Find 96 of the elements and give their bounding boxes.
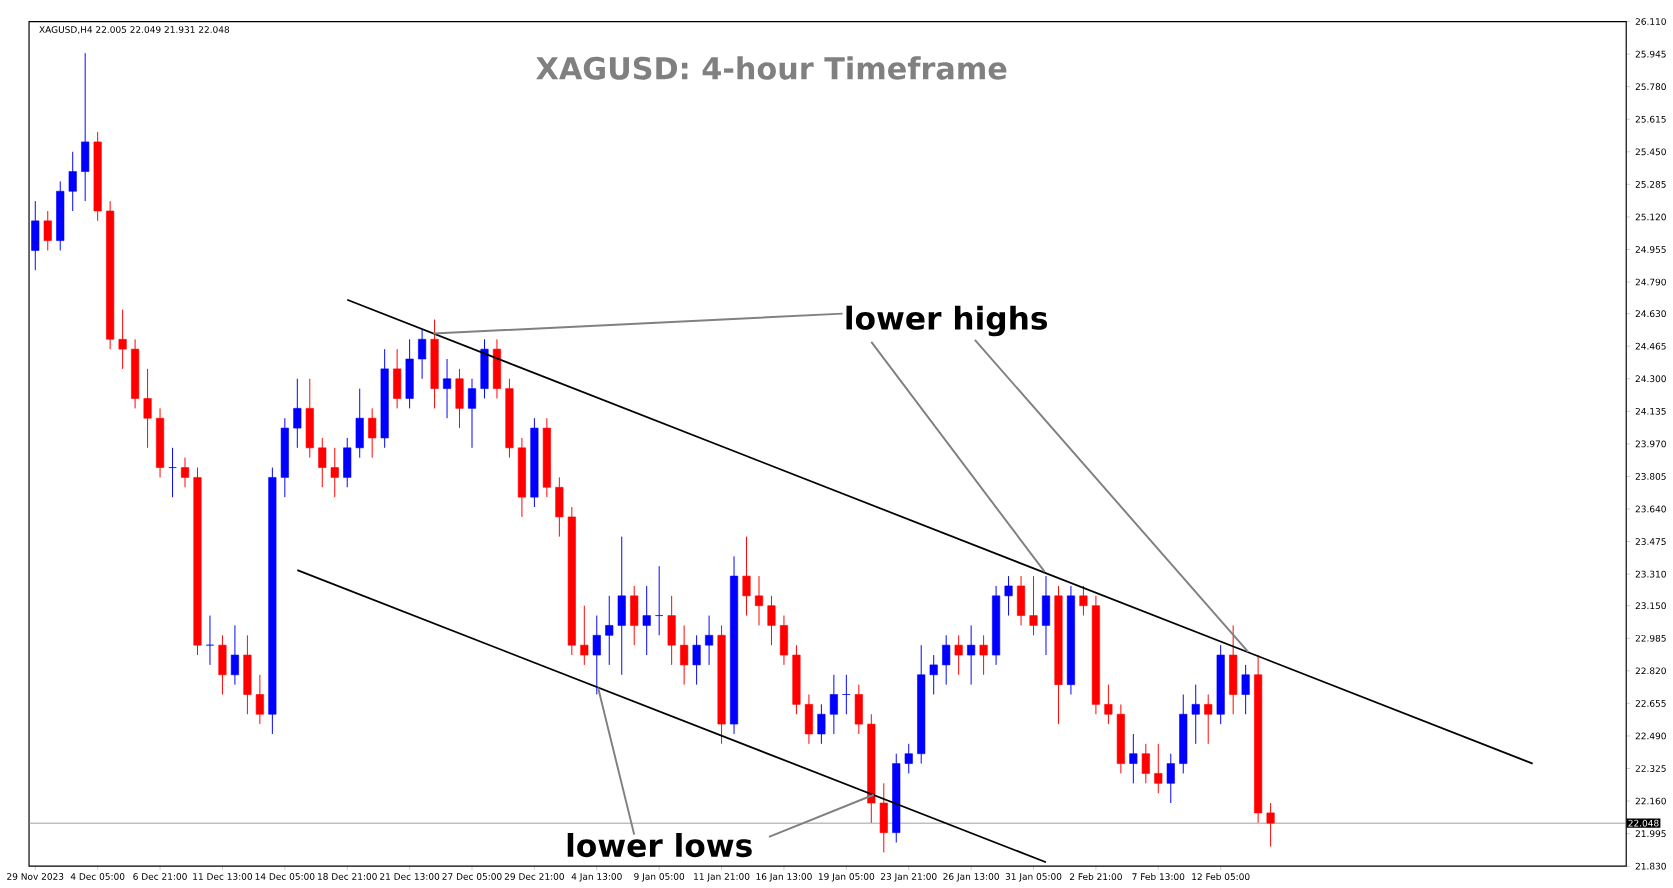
candlestick bbox=[1266, 802, 1275, 847]
y-tick-label: 21.830 bbox=[1635, 862, 1666, 870]
x-tick-label: 7 Feb 13:00 bbox=[1132, 873, 1185, 881]
y-tick-label: 24.465 bbox=[1635, 342, 1666, 350]
x-tick-label: 11 Dec 13:00 bbox=[193, 873, 253, 880]
candlestick bbox=[118, 309, 127, 370]
x-tick-label: 4 Dec 05:00 bbox=[70, 873, 125, 880]
candlestick bbox=[1079, 585, 1088, 617]
candlestick bbox=[318, 437, 327, 488]
candlestick bbox=[767, 595, 776, 646]
candlestick bbox=[929, 654, 938, 695]
x-tick-label: 16 Jan 13:00 bbox=[756, 873, 812, 882]
candlestick bbox=[1004, 575, 1013, 617]
y-tick-label: 23.475 bbox=[1635, 538, 1666, 545]
annotation: XAGUSD,H4 22.005 22.049 21.931 22.048 bbox=[39, 26, 230, 34]
y-tick-label: 24.790 bbox=[1635, 278, 1666, 286]
candlestick bbox=[817, 703, 826, 745]
x-tick-label: 14 Dec 05:00 bbox=[255, 873, 315, 880]
y-tick-label: 23.640 bbox=[1635, 505, 1666, 513]
x-tick-label: 19 Jan 05:00 bbox=[818, 873, 875, 882]
candlestick bbox=[418, 328, 427, 380]
y-tick-label: 23.150 bbox=[1635, 602, 1666, 610]
y-tick-label: 22.160 bbox=[1635, 797, 1666, 805]
y-tick-label: 22.325 bbox=[1635, 765, 1666, 772]
candlestick bbox=[43, 210, 52, 251]
y-tick-label: 25.945 bbox=[1635, 50, 1666, 58]
candlestick bbox=[230, 624, 239, 686]
x-tick-label: 29 Nov 2023 bbox=[7, 873, 64, 880]
candlestick bbox=[1204, 693, 1213, 745]
y-tick-label: 24.135 bbox=[1635, 407, 1666, 415]
y-tick-label: 23.805 bbox=[1635, 473, 1666, 480]
candlestick bbox=[904, 743, 913, 774]
x-tick-label: 6 Dec 21:00 bbox=[133, 873, 187, 880]
y-tick-label: 25.615 bbox=[1635, 115, 1666, 123]
x-tick-label: 27 Dec 05:00 bbox=[442, 873, 502, 880]
candlestick bbox=[368, 407, 377, 459]
candlestick bbox=[605, 595, 614, 666]
candlestick bbox=[443, 358, 452, 419]
candlestick bbox=[1129, 733, 1138, 784]
candlestick bbox=[642, 585, 651, 656]
candlestick bbox=[967, 624, 976, 686]
y-tick-label: 22.820 bbox=[1635, 667, 1666, 675]
x-tick-label: 29 Dec 21:00 bbox=[504, 873, 564, 880]
x-tick-label: 23 Jan 21:00 bbox=[880, 873, 937, 882]
candlestick bbox=[180, 457, 190, 488]
candlestick bbox=[1104, 684, 1113, 725]
candlestick bbox=[680, 624, 689, 686]
x-tick-label: 26 Jan 13:00 bbox=[943, 873, 999, 882]
y-tick-label: 24.955 bbox=[1635, 246, 1666, 253]
candlestick bbox=[255, 674, 264, 725]
candlestick bbox=[580, 605, 589, 666]
candlestick bbox=[1241, 664, 1250, 715]
candlestick bbox=[979, 634, 988, 676]
y-tick-label: 24.630 bbox=[1635, 310, 1666, 317]
candlestick bbox=[942, 634, 951, 686]
x-tick-label: 31 Jan 05:00 bbox=[1005, 873, 1062, 882]
candlestick bbox=[705, 615, 714, 666]
x-tick-label: 11 Jan 21:00 bbox=[694, 873, 750, 882]
x-tick-label: 2 Feb 21:00 bbox=[1069, 873, 1122, 881]
candlestick bbox=[293, 378, 302, 449]
candlestick bbox=[692, 634, 701, 686]
x-tick-label: 12 Feb 05:00 bbox=[1192, 873, 1250, 881]
ref-line-label: 22.048 bbox=[1628, 819, 1659, 827]
candlestick bbox=[1029, 575, 1038, 636]
y-tick-label: 25.780 bbox=[1635, 83, 1666, 91]
y-tick-label: 24.300 bbox=[1635, 375, 1666, 383]
candlestick bbox=[592, 615, 601, 695]
candlestick bbox=[1154, 743, 1163, 794]
annotation: lower highs bbox=[846, 305, 1048, 337]
annotation: lower lows bbox=[567, 832, 752, 858]
candlestick bbox=[742, 536, 751, 617]
y-tick-label: 22.985 bbox=[1635, 634, 1666, 642]
y-tick-label: 25.285 bbox=[1635, 180, 1666, 188]
x-tick-label: 18 Dec 21:00 bbox=[318, 873, 377, 880]
y-tick-label: 25.450 bbox=[1635, 148, 1666, 156]
y-tick-label: 22.490 bbox=[1635, 732, 1666, 740]
candlestick bbox=[954, 634, 963, 676]
text: XAGUSD: 4-hour Timeframe bbox=[536, 56, 1007, 80]
y-tick-label: 25.120 bbox=[1635, 213, 1666, 221]
candlestick bbox=[1191, 684, 1200, 745]
candlestick bbox=[1141, 743, 1150, 784]
y-tick-label: 22.655 bbox=[1635, 699, 1666, 707]
candlestick bbox=[829, 674, 838, 735]
candlestick bbox=[754, 575, 764, 626]
x-tick-label: 21 Dec 13:00 bbox=[380, 873, 440, 880]
x-tick-label: 4 Jan 13:00 bbox=[571, 873, 622, 882]
candlestick bbox=[1166, 753, 1175, 804]
y-tick-label: 21.995 bbox=[1635, 830, 1666, 837]
x-tick-label: 9 Jan 05:00 bbox=[634, 873, 685, 882]
candlestick bbox=[143, 368, 152, 449]
y-tick-label: 26.110 bbox=[1635, 18, 1666, 25]
y-tick-label: 23.970 bbox=[1635, 440, 1666, 448]
candlestick bbox=[68, 151, 77, 212]
candlestick bbox=[330, 447, 339, 498]
y-tick-label: 23.310 bbox=[1635, 570, 1666, 578]
candlestick bbox=[467, 378, 477, 449]
